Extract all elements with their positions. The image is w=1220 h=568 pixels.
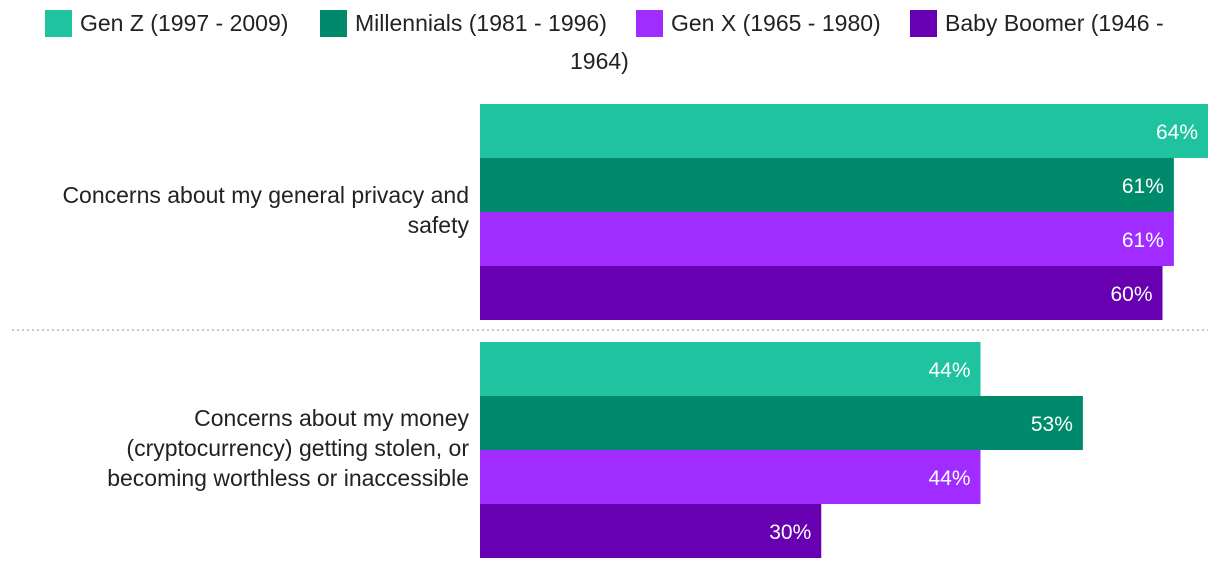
- bar-value-label-1-1: 53%: [1031, 413, 1073, 436]
- legend-swatch-baby-boomer: [910, 9, 937, 37]
- bar-1-2: [480, 450, 981, 504]
- bar-0-1: [480, 158, 1174, 212]
- legend-label-gen-x: Gen X (1965 - 1980): [671, 10, 881, 36]
- legend-label-baby-boomer: Baby Boomer (1946 -: [945, 10, 1164, 36]
- bar-value-label-0-1: 61%: [1122, 175, 1164, 198]
- bar-1-1: [480, 396, 1083, 450]
- bar-value-label-1-2: 44%: [928, 467, 970, 490]
- legend-swatch-gen-z: [45, 9, 72, 37]
- category-label-money-line-2: (cryptocurrency) getting stolen, or: [126, 435, 469, 461]
- legend-label-millennials: Millennials (1981 - 1996): [355, 10, 607, 36]
- legend-label-gen-z: Gen Z (1997 - 2009): [80, 10, 289, 36]
- legend-item-gen-z: Gen Z (1997 - 2009): [45, 8, 288, 38]
- category-label-privacy-line-1: Concerns about my general privacy and: [62, 182, 469, 208]
- bar-value-label-0-3: 60%: [1110, 283, 1152, 306]
- legend-label-baby-boomer-wrap: 1964): [570, 48, 629, 74]
- bar-value-label-1-0: 44%: [928, 359, 970, 382]
- bar-1-0: [480, 342, 981, 396]
- bars-group: 64% 61% 61% 60% 44% 53% 44% 30%: [480, 104, 1208, 558]
- bar-0-2: [480, 212, 1174, 266]
- category-label-money-line-3: becoming worthless or inaccessible: [107, 465, 469, 491]
- category-label-privacy: Concerns about my general privacy and sa…: [62, 180, 469, 240]
- legend-item-millennials: Millennials (1981 - 1996): [320, 8, 607, 38]
- legend-item-gen-x: Gen X (1965 - 1980): [636, 8, 881, 38]
- legend-swatch-millennials: [320, 9, 347, 37]
- legend-swatch-gen-x: [636, 9, 663, 37]
- bar-0-3: [480, 266, 1163, 320]
- category-label-privacy-line-2: safety: [407, 212, 469, 238]
- legend-item-baby-boomer: Baby Boomer (1946 -: [910, 8, 1164, 38]
- bar-value-label-0-0: 64%: [1156, 121, 1198, 144]
- bar-value-label-0-2: 61%: [1122, 229, 1164, 252]
- category-label-money: Concerns about my money (cryptocurrency)…: [107, 403, 469, 493]
- category-label-money-line-1: Concerns about my money: [194, 405, 469, 431]
- bar-value-label-1-3: 30%: [769, 521, 811, 544]
- bar-1-3: [480, 504, 822, 558]
- bar-0-0: [480, 104, 1208, 158]
